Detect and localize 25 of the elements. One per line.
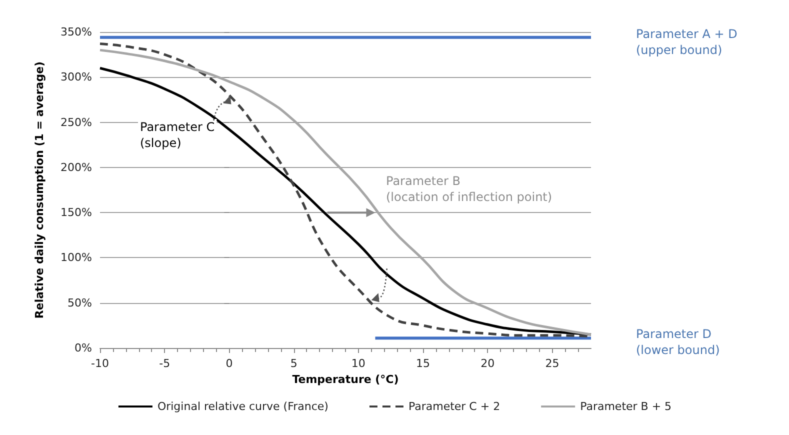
y-tick-label: 200% (60, 160, 92, 174)
y-tick-label: 250% (60, 116, 92, 129)
y-tick-label: 0% (74, 342, 92, 354)
x-tick-label: 10 (351, 357, 366, 370)
x-tick-label: -10 (91, 357, 109, 370)
x-tick-label: 0 (226, 357, 233, 370)
y-tick-label: 350% (60, 26, 92, 38)
x-axis-title: Temperature (°C) (292, 372, 399, 386)
y-tick-label: 100% (60, 251, 92, 264)
text: Parameter D (lower bound) (636, 327, 720, 357)
x-tick-label: -5 (159, 357, 170, 370)
legend-label: Original relative curve (France) (157, 400, 328, 413)
annotation: Parameter B (location of inflection point) (386, 174, 552, 204)
text: Parameter A + D (upper bound) (636, 27, 738, 57)
y-tick-label: 50% (68, 296, 92, 310)
y-axis-title: Relative daily consumption (1 = average) (33, 61, 46, 319)
legend-label: Parameter B + 5 (580, 400, 672, 413)
y-tick-label: 300% (60, 70, 92, 84)
x-tick-label: 15 (416, 357, 430, 370)
annotation: Parameter C (slope) (140, 120, 215, 150)
x-tick-label: 25 (545, 357, 560, 370)
x-tick-label: 5 (290, 357, 298, 370)
y-tick-label: 150% (60, 206, 92, 220)
x-tick-label: 20 (480, 357, 495, 370)
legend-label: Parameter C + 2 (408, 400, 500, 413)
